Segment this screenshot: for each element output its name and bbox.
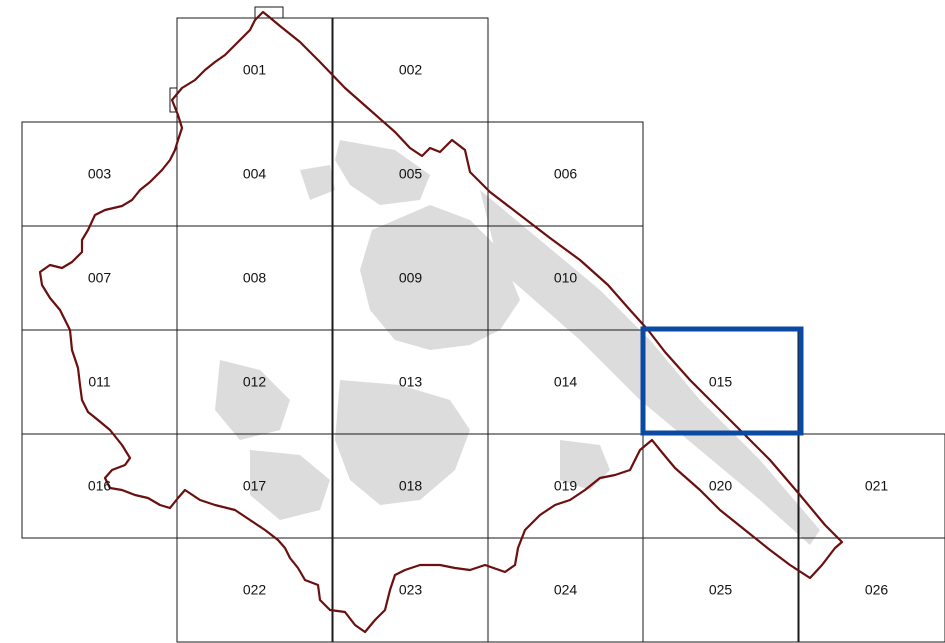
tile-label-006: 006 (554, 166, 578, 182)
tile-label-005: 005 (399, 166, 423, 182)
tile-label-017: 017 (243, 478, 267, 494)
tile-label-002: 002 (399, 62, 423, 78)
urban-area-west (215, 360, 290, 440)
urban-area-coast (480, 190, 820, 545)
tile-label-026: 026 (865, 582, 889, 598)
municipality-boundary (38, 10, 844, 634)
tile-label-011: 011 (88, 374, 111, 390)
urban-area-southeast (560, 440, 610, 490)
urban-area-main (360, 205, 520, 350)
selected-tile-highlight[interactable] (640, 326, 804, 436)
tile-label-022: 022 (243, 582, 267, 598)
tile-label-025: 025 (709, 582, 733, 598)
tile-label-023: 023 (399, 582, 423, 598)
urban-areas (215, 140, 820, 545)
urban-area-north (335, 140, 430, 205)
tile-label-021: 021 (865, 478, 889, 494)
tile-label-020: 020 (709, 478, 733, 494)
tile-label-003: 003 (88, 166, 112, 182)
urban-area-southwest (250, 450, 330, 520)
tile-025[interactable] (642, 537, 799, 643)
tile-001-notch-top (254, 6, 284, 18)
tile-001-notch-left (169, 87, 177, 113)
tile-label-010: 010 (554, 270, 578, 286)
tile-label-019: 019 (554, 478, 578, 494)
tile-label-009: 009 (399, 270, 423, 286)
tile-label-007: 007 (88, 270, 112, 286)
tile-label-018: 018 (399, 478, 423, 494)
tile-label-012: 012 (243, 374, 267, 390)
tile-labels: 001 002 003 004 005 006 007 008 009 010 011 012 013 0… (88, 62, 889, 598)
urban-area-south (335, 380, 470, 505)
tile-label-004: 004 (243, 166, 267, 182)
tile-label-016: 016 (88, 478, 112, 494)
tile-grid (21, 6, 945, 643)
tile-label-001: 001 (243, 62, 267, 78)
tile-label-024: 024 (554, 582, 578, 598)
tile-label-013: 013 (399, 374, 423, 390)
tile-label-014: 014 (554, 374, 578, 390)
urban-area-northwest (300, 165, 335, 200)
tile-026[interactable] (798, 537, 945, 643)
tile-label-008: 008 (243, 270, 267, 286)
tile-label-015: 015 (709, 374, 733, 390)
tile-022[interactable] (176, 537, 333, 643)
